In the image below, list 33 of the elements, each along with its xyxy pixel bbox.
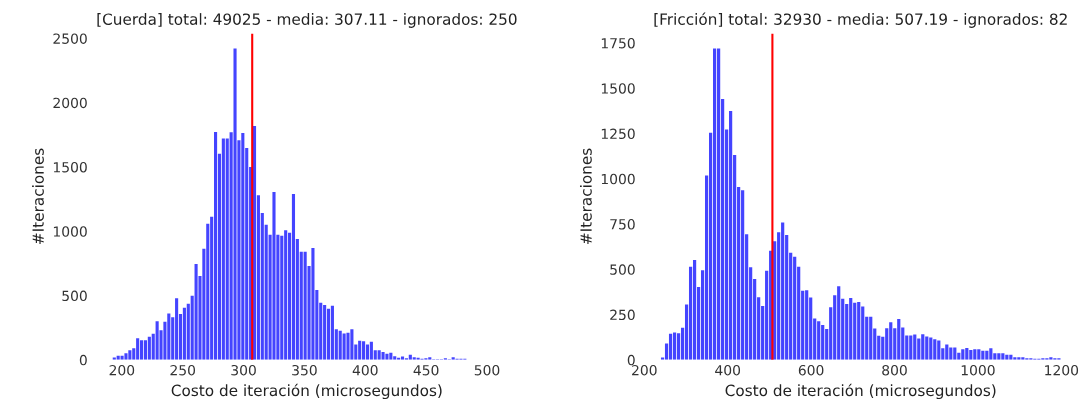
x-tick-label: 200	[109, 364, 135, 376]
y-tick-label: 1250	[601, 128, 635, 140]
y-tick-label: 0	[627, 354, 635, 366]
y-tick-label: 750	[610, 219, 635, 230]
x-tick-label: 500	[474, 364, 500, 376]
y-tick-label: 1000	[601, 173, 635, 185]
x-tick-label: 1200	[1045, 364, 1079, 376]
y-tick-label: 1750	[601, 37, 635, 49]
x-axis-title: Costo de iteración (microsegundos)	[725, 383, 996, 400]
chart-title: [Fricción] total: 32930 - media: 507.19 - ignorados: 82	[654, 12, 1067, 28]
y-tick-label: 0	[79, 354, 87, 366]
x-tick-label: 250	[170, 364, 196, 376]
x-tick-label: 1000	[961, 364, 995, 376]
y-tick-label: 1000	[53, 226, 87, 237]
y-axis-title: #Iteraciones	[579, 148, 592, 244]
y-tick-label: 2000	[53, 97, 87, 109]
y-axis-title: #Iteraciones	[32, 148, 44, 244]
y-tick-label: 500	[610, 264, 635, 275]
x-tick-label: 400	[715, 364, 741, 376]
y-tick-label: 500	[62, 290, 87, 302]
x-tick-label: 800	[882, 364, 907, 376]
x-tick-label: 400	[352, 364, 378, 376]
x-tick-label: 600	[798, 364, 824, 376]
y-tick-label: 250	[610, 309, 635, 321]
x-tick-label: 200	[632, 364, 657, 376]
chart-title: [Cuerda] total: 49025 - media: 307.11 - ignorados: 250	[97, 13, 517, 28]
x-axis-title: Costo de iteración (microsegundos)	[171, 383, 442, 400]
y-tick-label: 1500	[53, 161, 87, 173]
x-tick-label: 350	[292, 364, 317, 376]
x-tick-label: 300	[231, 364, 256, 376]
x-tick-label: 450	[413, 364, 439, 376]
y-tick-label: 1500	[601, 83, 635, 94]
y-tick-label: 2500	[53, 33, 87, 44]
